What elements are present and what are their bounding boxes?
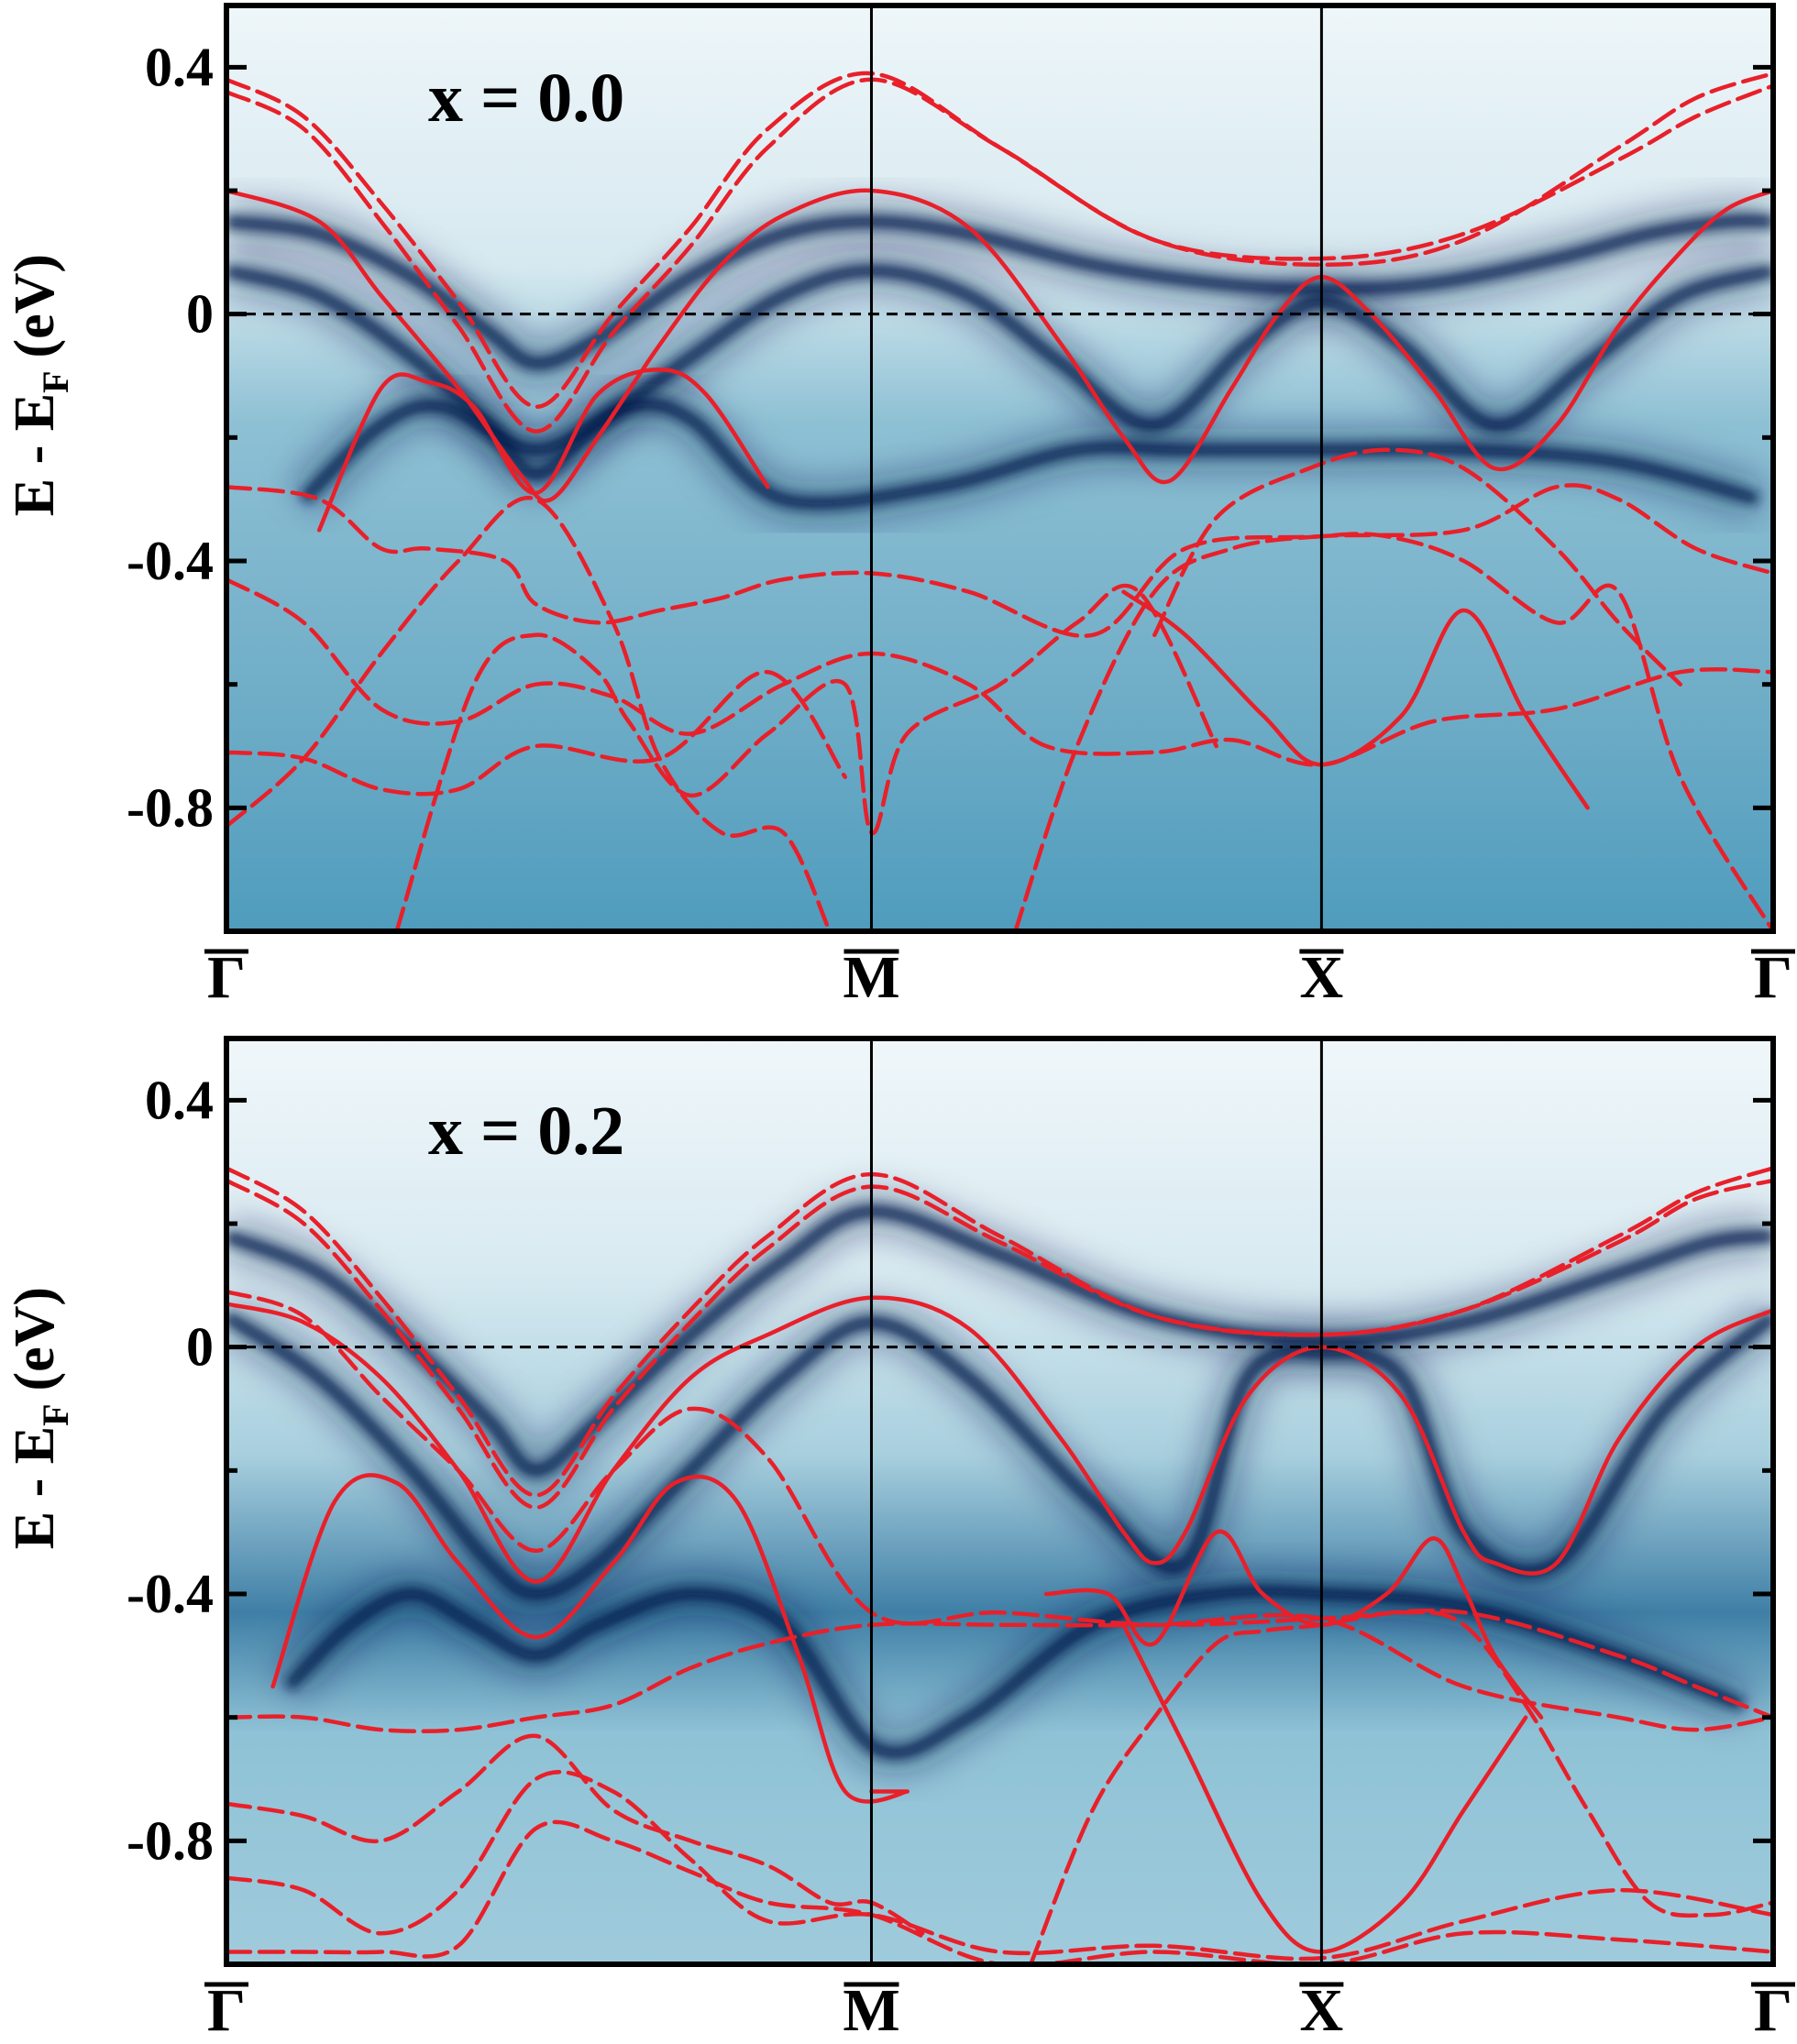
y-axis-label-text: E - EF (eV) — [4, 254, 76, 516]
y-axis-label: E - EF (eV) — [4, 254, 76, 516]
y-tick-label: 0.4 — [145, 1070, 214, 1130]
y-axis-label-subscript: F — [35, 1403, 76, 1425]
dft-band-dashed-6 — [226, 669, 848, 797]
kpoint-label: M — [843, 944, 899, 1011]
dft-band-dashed-2 — [226, 1289, 1773, 1720]
dft-band-solid-0 — [226, 188, 1773, 503]
dft-band-solid-2 — [1043, 1529, 1544, 1720]
dft-bands — [226, 1166, 1773, 1964]
spectral-function — [226, 199, 1773, 524]
y-axis-label-unit: (eV) — [4, 1287, 66, 1391]
panel-label: x = 0.0 — [428, 60, 624, 137]
kpoint-label: X — [1300, 944, 1344, 1011]
spectral-band-lower-band — [283, 1584, 1745, 1760]
y-ticks: 0.4 0 -0.4 -0.8 — [127, 37, 1773, 838]
y-tick-label: 0 — [186, 1317, 214, 1378]
dft-band-dashed-1 — [226, 77, 1773, 434]
dft-band-dashed-1 — [226, 1178, 1773, 1510]
y-tick-label: -0.4 — [127, 531, 214, 591]
spectral-band-upper-arc — [226, 214, 1773, 370]
dft-band-dashed-6 — [226, 1819, 1773, 1964]
plot-frame — [224, 3, 1776, 934]
y-tick-label: 0.4 — [145, 37, 214, 97]
kpoint-label: Γ — [207, 944, 246, 1011]
dft-band-dashed-4 — [226, 1733, 925, 1936]
y-axis-label: E - EF (eV) — [4, 1287, 76, 1549]
spectral-function — [226, 1190, 1773, 1775]
dft-bands — [226, 71, 1773, 931]
dft-band-solid-2 — [1121, 589, 1590, 810]
kpoint-label: M — [843, 1977, 899, 2044]
y-tick-label: -0.4 — [127, 1564, 214, 1624]
dft-band-dashed-3 — [226, 577, 1773, 767]
dft-band-solid-0 — [226, 1295, 1773, 1584]
dft-band-dashed-3 — [226, 1612, 1773, 1734]
panel-label: x = 0.2 — [428, 1093, 624, 1170]
y-axis-label-subscript: F — [35, 370, 76, 392]
spectral-band-upper-arc — [226, 1204, 1773, 1478]
kpoint-label: X — [1300, 1977, 1344, 2044]
plot-frame — [224, 1036, 1776, 1967]
y-axis-label-text: E - EF (eV) — [4, 1287, 76, 1549]
panel-x02: 0.4 0 -0.4 -0.8 x = 0.2 E - EF (eV) Γ M X Γ — [4, 1036, 1795, 2044]
kpoint-label: Γ — [207, 1977, 246, 2044]
kpoint-label: Γ — [1754, 944, 1792, 1011]
y-axis-label-main: E - E — [4, 393, 66, 516]
dft-band-dashed-7 — [1028, 1610, 1773, 1964]
y-tick-label: -0.8 — [127, 1810, 214, 1871]
kpoint-label: Γ — [1754, 1977, 1792, 2044]
dft-band-dashed-4 — [226, 495, 832, 931]
y-axis-label-unit: (eV) — [4, 254, 66, 358]
dft-band-solid-1 — [270, 1473, 910, 1804]
y-axis-label-main: E - E — [4, 1426, 66, 1549]
dft-band-dashed-7 — [1013, 532, 1773, 931]
panel-x0: 0.4 0 -0.4 -0.8 x = 0.0 E - EF (eV) Γ M X Γ — [4, 3, 1795, 1011]
dft-band-dashed-5 — [394, 583, 1218, 931]
y-tick-label: -0.8 — [127, 777, 214, 838]
dft-band-solid-1 — [316, 368, 770, 533]
dft-band-dashed-8 — [1152, 447, 1683, 687]
dft-band-dashed-2 — [226, 483, 1773, 638]
y-tick-label: 0 — [186, 284, 214, 345]
dft-band-dashed-5 — [226, 1769, 1773, 1962]
spectral-band-fermi-band — [226, 1311, 1773, 1601]
y-ticks: 0.4 0 -0.4 -0.8 — [127, 1070, 1773, 1871]
